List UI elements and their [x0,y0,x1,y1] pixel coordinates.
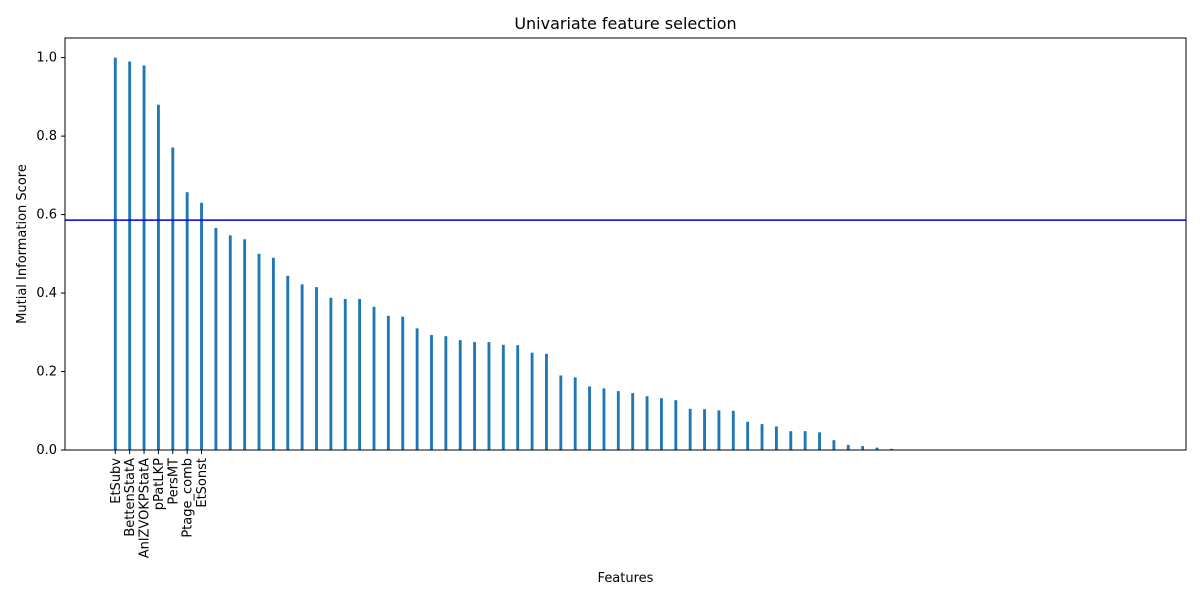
bar [372,306,376,450]
bar [214,227,218,450]
bar [846,444,850,450]
bar [516,345,520,450]
bar [674,400,678,450]
x-tick-label: pPatLKP [152,458,167,510]
bar [171,147,175,450]
bar [444,336,448,450]
bar [889,448,893,450]
bar [113,57,117,450]
bar [487,342,491,450]
y-tick-label: 0.8 [36,129,57,144]
bar [257,253,261,450]
bar [818,432,821,450]
bar [128,61,132,451]
bar [703,409,706,450]
bar [875,447,879,450]
bar [832,440,836,450]
bar [501,344,505,450]
bar [300,284,304,450]
bar [616,391,620,450]
y-tick-label: 0.0 [36,443,57,458]
bar [185,192,189,450]
bar [602,388,606,450]
x-tick-label: EtSonst [195,458,210,508]
bar [688,408,692,450]
y-tick-label: 1.0 [36,51,57,66]
bar [573,377,577,450]
bar [286,275,290,450]
bar [760,424,764,450]
plot-area: 0.0 0.2 0.4 0.6 0.8 1.0 EtSubv BettenStatA AnlZV… [36,51,1186,558]
bar [645,396,649,450]
axes-frame [64,37,1187,451]
bar [559,375,563,450]
bar [200,202,203,450]
chart-title: Univariate feature selection [514,14,736,33]
bar [386,315,390,450]
x-tick-label: EtSubv [109,458,124,504]
bar [271,257,275,450]
bar [861,446,865,450]
y-tick-label: 0.2 [36,365,57,380]
bar [329,297,333,450]
bar [789,431,793,450]
bar [731,410,735,450]
bar [803,431,807,450]
y-tick-label: 0.4 [36,286,57,301]
bar [659,398,663,450]
bar [631,393,635,450]
bar [530,352,534,450]
bar [415,328,419,450]
bar [142,65,146,450]
bar [156,104,160,450]
bar [473,342,477,450]
bar [315,287,318,450]
x-tick-label: AnlZVOKPStatA [138,458,153,558]
bar [243,239,247,450]
y-axis-label: Mutial Information Score [15,164,30,324]
bar [358,298,362,450]
bar [430,335,433,450]
bar [343,298,347,450]
bar [545,353,548,450]
y-tick-label: 0.6 [36,208,57,223]
bar [401,316,405,450]
bar [458,340,462,450]
bar [228,235,232,450]
x-axis-label: Features [598,571,654,586]
bar [746,421,750,450]
x-tick-label: BettenStatA [123,458,138,537]
x-tick-label: PersMT [166,458,181,505]
bar [774,426,778,450]
bar [588,386,592,450]
bar [717,410,721,450]
x-tick-label: Ptage_comb [181,458,196,538]
